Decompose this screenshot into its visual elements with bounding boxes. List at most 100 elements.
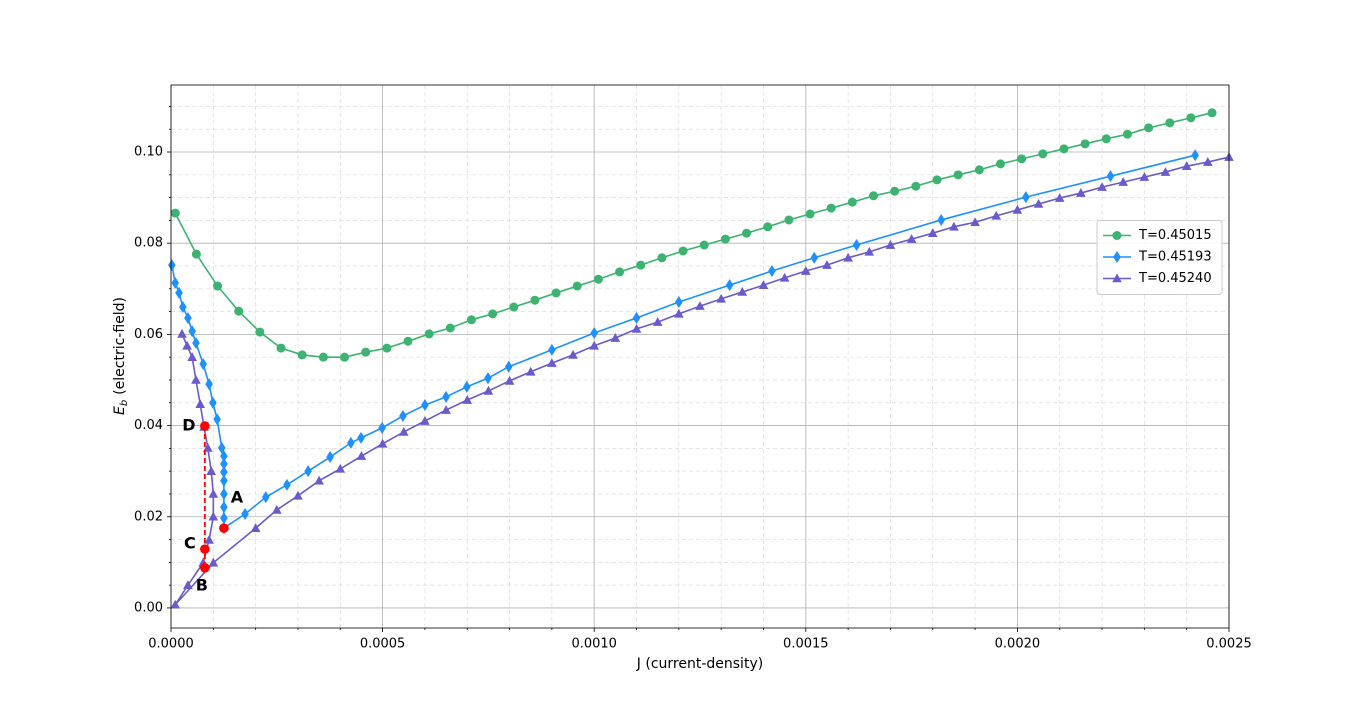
data-point xyxy=(801,266,811,275)
data-point xyxy=(847,197,857,207)
data-point xyxy=(378,421,386,434)
data-point xyxy=(399,409,407,422)
data-point xyxy=(297,350,307,360)
data-point xyxy=(1097,182,1107,191)
data-point xyxy=(442,390,450,403)
data-point xyxy=(1017,154,1027,164)
data-point xyxy=(568,349,578,359)
y-label-subscript: b xyxy=(119,400,130,406)
data-point xyxy=(525,366,536,376)
data-point xyxy=(203,442,213,452)
data-point xyxy=(220,501,228,514)
data-point xyxy=(716,293,726,303)
data-point xyxy=(695,301,705,310)
data-point xyxy=(206,466,217,475)
annotation-point xyxy=(200,563,210,573)
plot-frame xyxy=(170,84,1230,629)
data-point xyxy=(208,557,219,567)
data-point xyxy=(593,274,603,284)
y-tick-label: 0.00 xyxy=(134,600,163,615)
data-point xyxy=(361,347,371,357)
data-point xyxy=(768,265,776,278)
data-point xyxy=(403,336,413,346)
data-point xyxy=(261,491,270,504)
data-point xyxy=(191,249,201,259)
data-point xyxy=(551,288,561,298)
data-point xyxy=(636,260,646,270)
data-point xyxy=(220,487,228,500)
data-point xyxy=(326,451,334,464)
data-point xyxy=(1203,157,1213,166)
data-point xyxy=(195,399,206,408)
data-point xyxy=(1080,139,1090,149)
data-point xyxy=(652,317,663,326)
data-point xyxy=(826,203,836,213)
x-tick-label: 0.0020 xyxy=(995,637,1041,652)
data-point xyxy=(204,535,214,544)
data-point xyxy=(1139,172,1150,181)
y-tick-label: 0.08 xyxy=(134,236,163,251)
data-point xyxy=(191,374,201,384)
data-point xyxy=(314,475,324,485)
data-point xyxy=(347,436,355,449)
annotation-label: A xyxy=(231,488,244,507)
data-point xyxy=(1165,118,1175,128)
data-point xyxy=(1191,149,1199,162)
data-point xyxy=(445,323,455,333)
data-point xyxy=(463,380,471,393)
annotation-point xyxy=(200,544,210,554)
data-point xyxy=(220,466,228,479)
data-point xyxy=(810,251,819,264)
data-point xyxy=(441,405,451,414)
data-point xyxy=(177,328,187,338)
data-point xyxy=(906,234,917,243)
data-point xyxy=(250,523,261,532)
data-point xyxy=(970,217,980,227)
data-point xyxy=(548,343,556,356)
data-point xyxy=(168,259,176,272)
data-point xyxy=(610,333,621,342)
data-point xyxy=(209,396,217,409)
data-point xyxy=(725,279,734,292)
legend-box xyxy=(1096,220,1223,295)
data-point xyxy=(183,580,193,589)
data-point xyxy=(1101,134,1111,144)
data-point xyxy=(504,360,513,373)
data-point xyxy=(678,246,688,256)
data-point xyxy=(1076,188,1086,197)
data-point xyxy=(742,228,752,238)
x-tick-label: 0.0005 xyxy=(360,637,406,652)
data-point xyxy=(187,352,197,361)
data-point xyxy=(932,175,942,185)
data-point xyxy=(424,329,434,339)
data-point xyxy=(615,267,625,277)
y-label-text: (electric-field) xyxy=(112,297,128,395)
data-point xyxy=(822,260,832,269)
data-point xyxy=(589,340,599,350)
data-point xyxy=(843,252,853,262)
data-point xyxy=(175,286,183,299)
data-point xyxy=(590,327,598,340)
data-point xyxy=(631,323,642,333)
legend-label: T=0.45193 xyxy=(1138,250,1212,265)
data-point xyxy=(784,215,794,225)
data-point xyxy=(1181,161,1192,170)
data-point xyxy=(208,488,219,498)
data-point xyxy=(421,399,429,412)
data-point xyxy=(632,311,641,324)
data-point xyxy=(1059,144,1069,154)
data-point xyxy=(1118,177,1128,186)
y-tick-label: 0.10 xyxy=(134,145,163,160)
legend-label: T=0.45240 xyxy=(1138,271,1212,286)
data-point xyxy=(170,599,181,609)
data-point xyxy=(1054,193,1065,202)
data-point xyxy=(357,431,365,444)
data-point xyxy=(737,286,748,296)
x-tick-label: 0.0015 xyxy=(783,637,829,652)
data-point xyxy=(1033,198,1044,208)
data-point xyxy=(991,210,1002,220)
data-point xyxy=(937,213,946,226)
data-point xyxy=(864,246,875,256)
data-point xyxy=(318,352,328,362)
data-point xyxy=(171,276,180,289)
